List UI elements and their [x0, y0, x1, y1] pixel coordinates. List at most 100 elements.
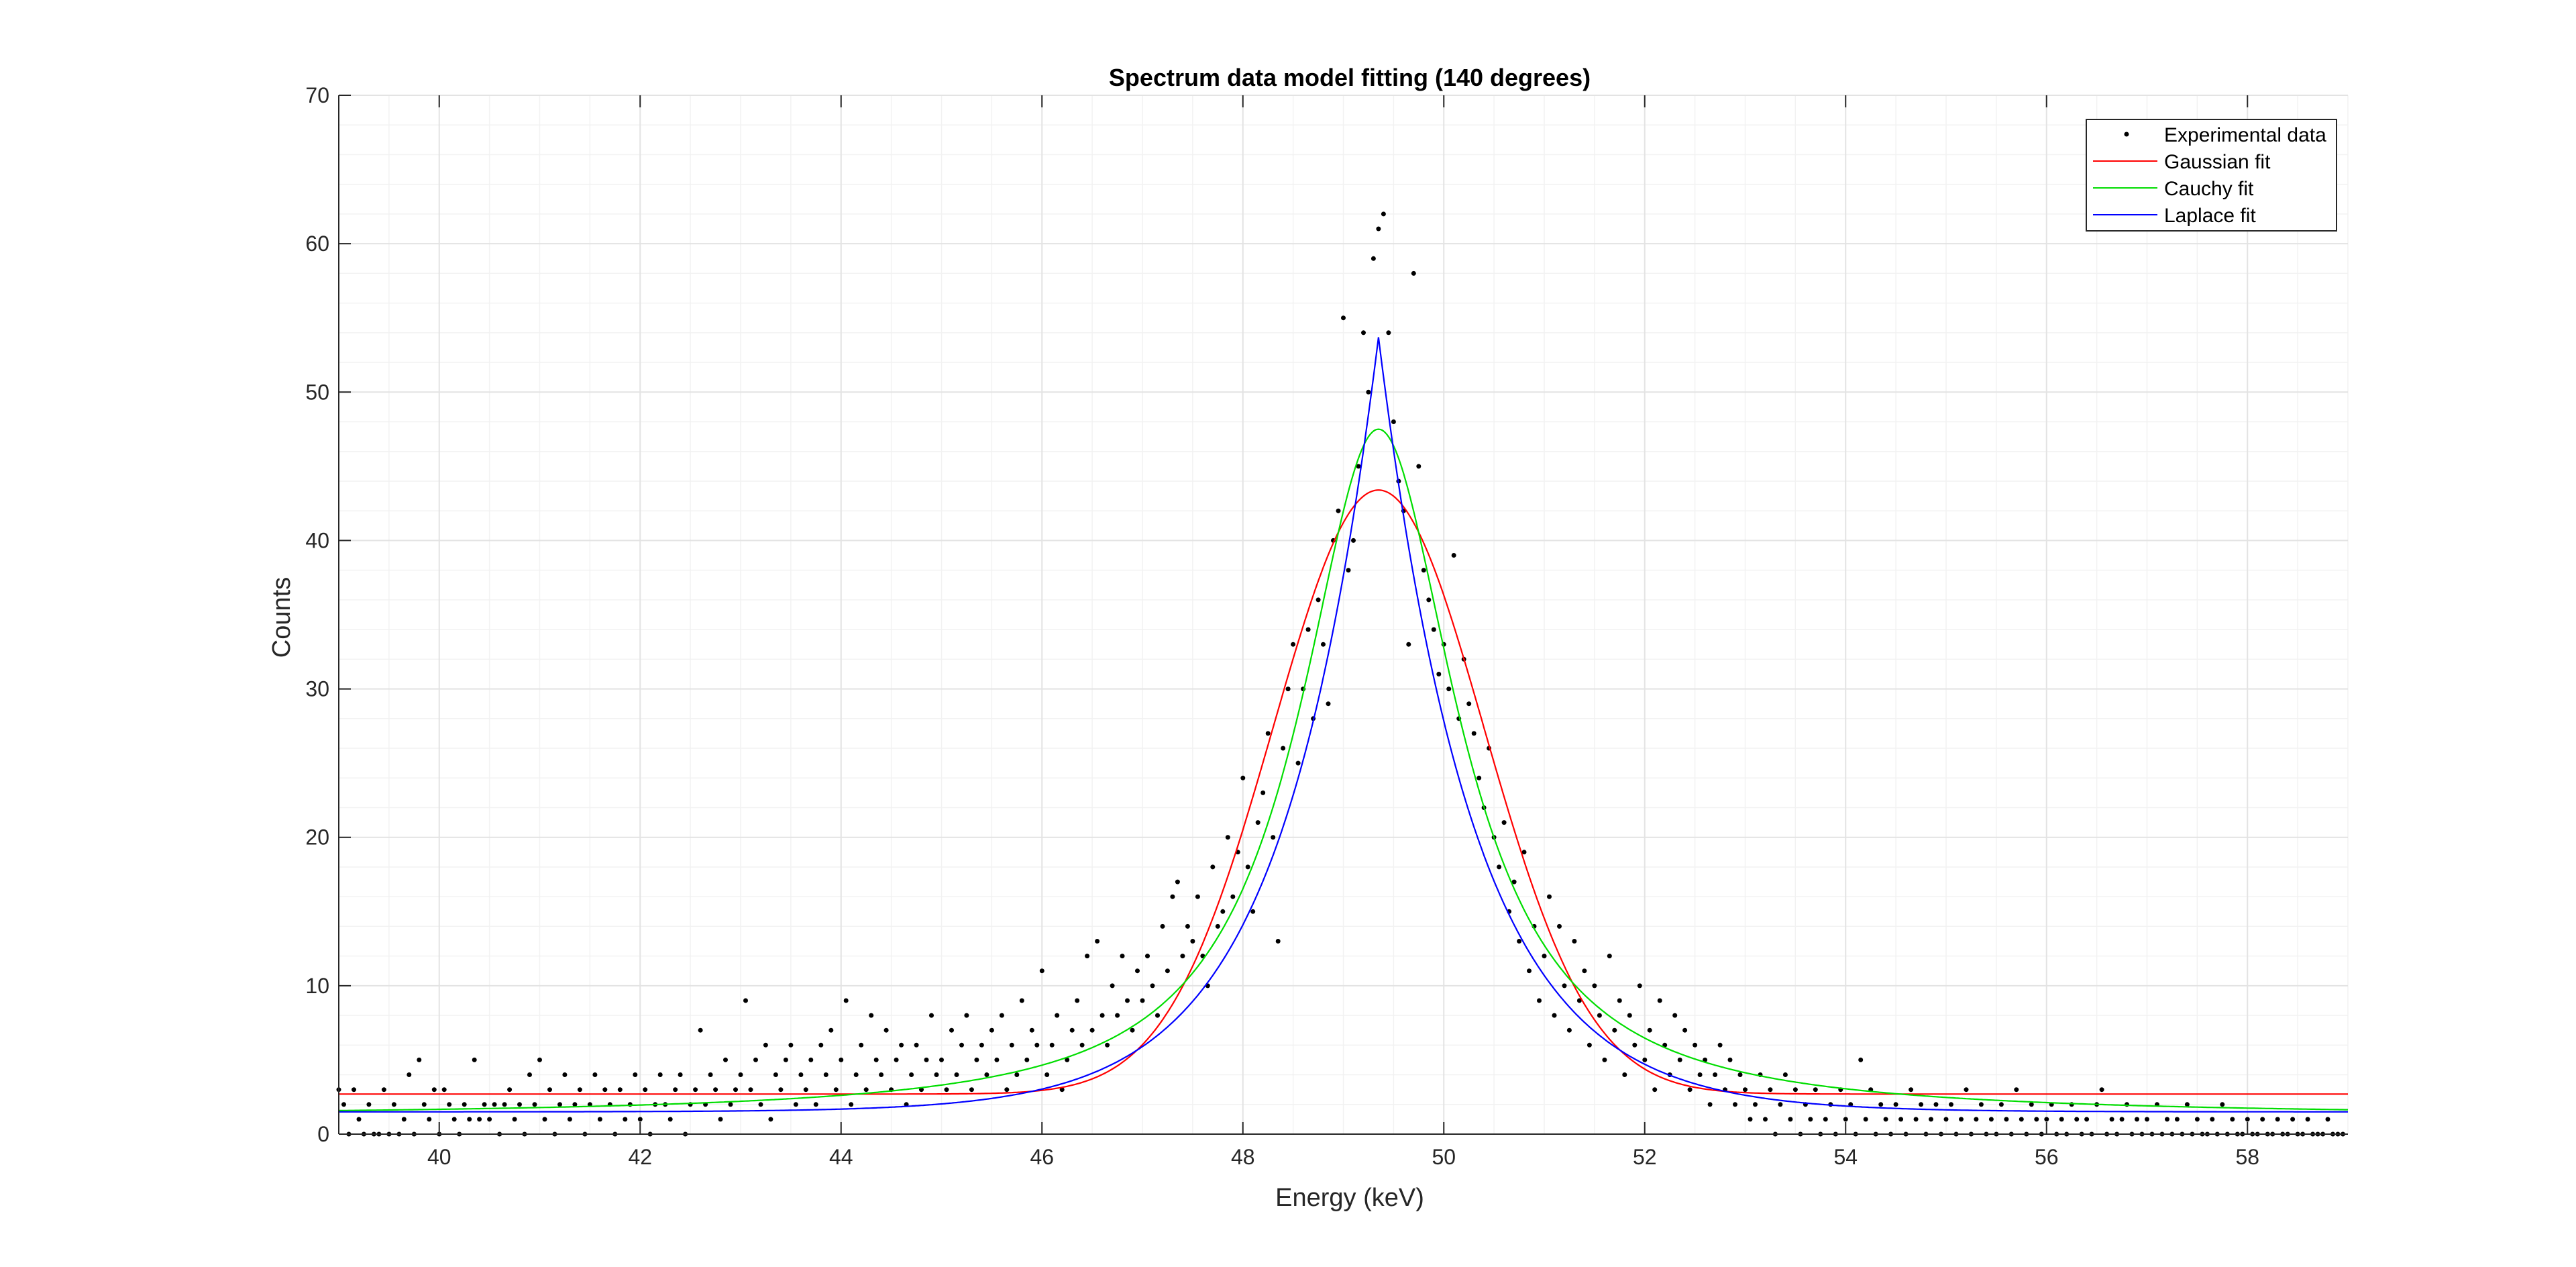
cauchy-fit-line [339, 428, 2348, 1111]
data-point [527, 1072, 532, 1077]
data-point [1411, 270, 1416, 276]
data-point [1813, 1087, 1818, 1093]
data-point [793, 1102, 798, 1107]
data-point [994, 1057, 1000, 1062]
data-point [2014, 1087, 2019, 1093]
data-point [1004, 1087, 1010, 1093]
data-point [421, 1102, 427, 1107]
data-point [1371, 256, 1376, 261]
y-tick-label: 60 [305, 232, 329, 256]
data-point [758, 1102, 763, 1107]
data-point [2230, 1117, 2235, 1122]
data-point [1597, 1013, 1602, 1018]
data-point [1607, 954, 1612, 959]
data-point [597, 1117, 602, 1122]
legend: Experimental data Gaussian fit Cauchy fi… [2086, 119, 2337, 232]
x-tick-label: 58 [2235, 1145, 2259, 1169]
data-point [2290, 1117, 2296, 1122]
data-point [1285, 687, 1291, 692]
data-point [763, 1042, 768, 1048]
data-point [1346, 568, 1351, 573]
data-point [1225, 835, 1230, 840]
data-point [517, 1102, 522, 1107]
data-point [1511, 879, 1517, 884]
data-point [1547, 894, 1552, 899]
y-tick-label: 10 [305, 974, 329, 998]
legend-label-data: Experimental data [2164, 124, 2326, 146]
data-point [512, 1117, 517, 1122]
data-point [1697, 1072, 1703, 1077]
data-point [708, 1072, 713, 1077]
data-point [1727, 1057, 1733, 1062]
data-point [1893, 1102, 1898, 1107]
data-point [427, 1117, 432, 1122]
data-point [1662, 1042, 1668, 1048]
data-point [507, 1087, 513, 1093]
data-point [1587, 1042, 1592, 1048]
data-point [1381, 211, 1386, 217]
data-point [2165, 1117, 2169, 1122]
data-point [1627, 1013, 1632, 1018]
data-point [431, 1087, 437, 1093]
data-point [798, 1072, 804, 1077]
y-tick-label: 0 [317, 1122, 329, 1146]
data-point [1552, 1013, 1557, 1018]
data-point [1421, 568, 1426, 573]
data-point [1964, 1087, 1969, 1093]
data-point [843, 998, 849, 1003]
data-point [1753, 1102, 1758, 1107]
data-point [1185, 923, 1190, 929]
data-point [1245, 864, 1250, 870]
data-point [1180, 954, 1185, 959]
data-point [1687, 1087, 1693, 1093]
data-point [562, 1072, 568, 1077]
legend-label-laplace: Laplace fit [2164, 205, 2256, 227]
data-point [1612, 1027, 1617, 1033]
data-point [1471, 731, 1477, 736]
data-point [2074, 1117, 2080, 1122]
data-point [1898, 1117, 1904, 1122]
data-point [728, 1102, 733, 1107]
data-point [577, 1087, 582, 1093]
data-point [1988, 1117, 1994, 1122]
data-point [1576, 998, 1582, 1003]
data-point [1426, 597, 1432, 603]
y-tick-label: 40 [305, 528, 329, 552]
data-point [2044, 1117, 2049, 1122]
data-point [1652, 1087, 1658, 1093]
data-point [1115, 1013, 1120, 1018]
data-point [1823, 1117, 1828, 1122]
data-point [1120, 954, 1125, 959]
data-point [1717, 1042, 1723, 1048]
data-point [542, 1117, 547, 1122]
data-point [678, 1072, 683, 1077]
data-point [1291, 642, 1296, 647]
data-point [2004, 1117, 2009, 1122]
data-point [1943, 1117, 1949, 1122]
data-point [873, 1057, 879, 1062]
data-point [1778, 1102, 1783, 1107]
data-point [2210, 1117, 2215, 1122]
data-point [623, 1117, 628, 1122]
data-point [1617, 998, 1622, 1003]
data-point [959, 1042, 964, 1048]
data-point [1416, 464, 1421, 469]
axes-layer: 40 42 44 46 48 50 52 54 56 58 0 10 20 30 40 50 60 70 [305, 83, 2348, 1169]
data-point [1693, 1042, 1698, 1048]
data-point [602, 1087, 608, 1093]
data-point [853, 1072, 859, 1077]
data-point [407, 1072, 412, 1077]
data-point [738, 1072, 743, 1077]
data-point [1039, 968, 1044, 974]
data-point [2275, 1117, 2280, 1122]
data-point [2034, 1117, 2039, 1122]
data-point [1230, 894, 1236, 899]
data-point [1707, 1102, 1713, 1107]
data-point [1155, 1013, 1160, 1018]
data-point [1878, 1102, 1884, 1107]
data-point [1195, 894, 1200, 899]
y-tick-label: 20 [305, 825, 329, 850]
data-point [823, 1072, 828, 1077]
data-point [1527, 968, 1532, 974]
data-point [1190, 939, 1195, 944]
